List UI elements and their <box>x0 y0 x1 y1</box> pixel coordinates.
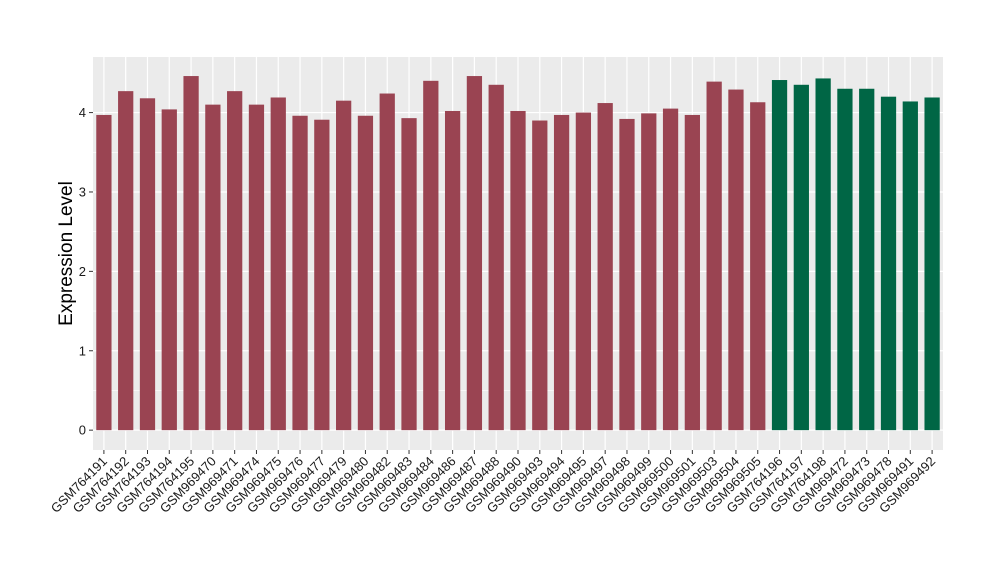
bar <box>837 88 853 431</box>
bar <box>401 118 417 431</box>
y-tick-label: 3 <box>79 184 86 199</box>
bar <box>248 104 265 431</box>
bar <box>662 108 679 431</box>
bar <box>706 81 722 431</box>
bar <box>924 97 940 431</box>
bar <box>161 109 177 431</box>
bar <box>510 110 526 431</box>
bar <box>532 120 548 431</box>
y-tick-label: 1 <box>79 343 86 358</box>
bar <box>619 118 635 431</box>
bar <box>488 84 504 431</box>
y-tick-label: 0 <box>79 423 86 438</box>
bar <box>597 103 613 431</box>
y-tick-label: 4 <box>79 105 86 120</box>
bar <box>728 89 744 431</box>
bar <box>902 101 918 431</box>
bar <box>379 93 395 431</box>
y-tick-label: 2 <box>79 264 86 279</box>
bar <box>444 110 461 431</box>
y-axis: 0 1 2 3 4 <box>79 105 93 438</box>
bar <box>292 115 308 431</box>
bar <box>139 98 156 431</box>
bar <box>815 78 831 431</box>
bar <box>880 96 897 431</box>
bar <box>183 76 199 431</box>
bar <box>205 104 221 431</box>
bar <box>575 112 592 431</box>
x-axis: GSM764191GSM764192GSM764193GSM764194GSM7… <box>48 450 938 516</box>
bar <box>750 102 766 431</box>
bar <box>859 88 875 431</box>
bar <box>793 84 809 431</box>
bar <box>118 91 134 431</box>
y-axis-title: Expression Level <box>56 181 77 326</box>
bar <box>641 113 657 431</box>
bar <box>466 76 483 431</box>
bars <box>96 76 940 431</box>
bar <box>684 114 700 431</box>
bar <box>314 119 330 431</box>
bar <box>227 91 243 431</box>
bar <box>96 114 112 431</box>
bar <box>771 80 788 431</box>
bar <box>357 115 374 431</box>
bar <box>336 100 352 431</box>
bar <box>553 114 570 431</box>
bar <box>270 97 286 431</box>
bar <box>423 80 439 431</box>
